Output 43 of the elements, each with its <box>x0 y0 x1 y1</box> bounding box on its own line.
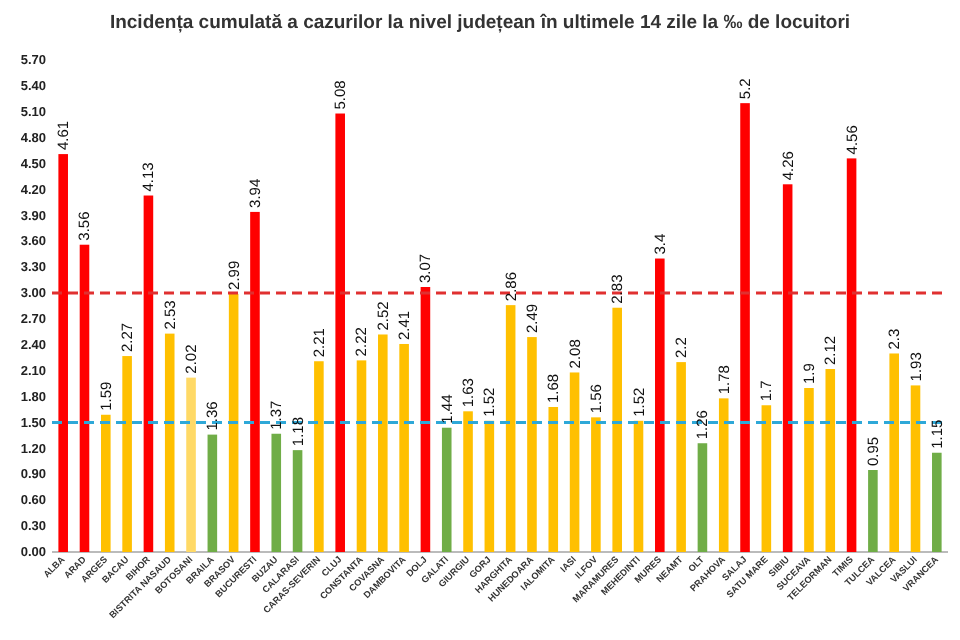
bar <box>79 244 90 552</box>
bar <box>250 211 260 552</box>
bar <box>314 361 324 552</box>
bar <box>399 343 409 552</box>
bar <box>569 372 580 552</box>
bar <box>335 113 345 552</box>
bar <box>655 258 665 552</box>
bar <box>676 362 686 552</box>
bar <box>463 411 473 552</box>
bar <box>143 195 154 552</box>
bar <box>441 427 452 552</box>
bar <box>761 405 772 552</box>
bar <box>932 452 942 552</box>
bar <box>186 377 196 552</box>
bar <box>548 406 559 552</box>
bar <box>804 388 814 552</box>
bar <box>101 414 111 552</box>
bar <box>633 420 644 552</box>
bar <box>122 356 132 552</box>
bar <box>378 334 388 552</box>
bar <box>718 398 729 552</box>
bar <box>527 337 537 552</box>
bar <box>740 103 750 552</box>
bar <box>164 333 175 552</box>
bar <box>782 184 793 552</box>
bar <box>271 433 282 552</box>
bar <box>505 305 516 552</box>
bar <box>420 287 431 552</box>
bar <box>910 385 921 552</box>
chart-title: Incidența cumulată a cazurilor la nivel județean în ultimele 14 zile la ‰ de locuitori <box>109 12 851 34</box>
bar <box>484 420 495 552</box>
bar <box>697 443 708 552</box>
bar <box>889 353 899 552</box>
bar <box>612 307 622 552</box>
bar <box>292 450 303 552</box>
bar <box>591 417 601 552</box>
bar <box>825 369 836 552</box>
bar <box>228 293 239 552</box>
bar <box>846 158 857 552</box>
bar <box>207 434 218 552</box>
bar <box>868 470 878 552</box>
bar <box>356 360 367 552</box>
bar <box>58 154 68 552</box>
